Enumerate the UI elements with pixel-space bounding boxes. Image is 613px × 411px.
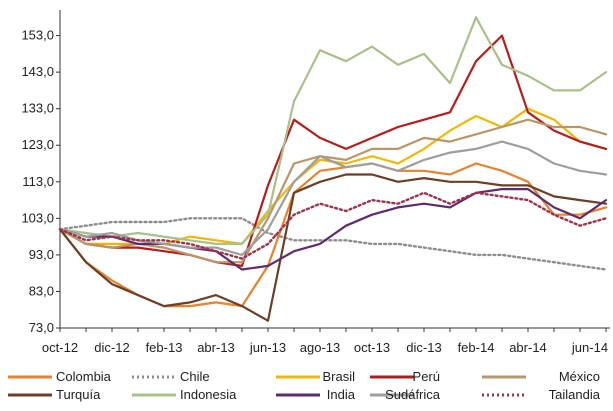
y-tick-label: 153,0: [21, 28, 54, 43]
legend-label: Indonesia: [180, 387, 237, 402]
series-line-india: [58, 188, 608, 271]
x-tick-label: feb-14: [458, 340, 495, 355]
x-tick-label: abr-13: [197, 340, 235, 355]
series-line-brasil: [58, 107, 608, 245]
series-lines: [58, 16, 608, 322]
x-tick-label: jun-13: [249, 340, 286, 355]
series-line-mexico: [58, 118, 608, 264]
legend-label: Sudáfrica: [385, 387, 441, 402]
legend-label: Brasil: [322, 369, 355, 384]
y-tick-label: 103,0: [21, 210, 54, 225]
series-line-peru: [58, 34, 608, 267]
legend: Colombia Chile Brasil Perú México Turquía Indo…: [8, 369, 601, 402]
y-tick-label: 143,0: [21, 64, 54, 79]
legend-label: Chile: [180, 369, 210, 384]
y-tick-label: 83,0: [29, 283, 54, 298]
y-tick-label: 123,0: [21, 137, 54, 152]
series-line-indonesia: [58, 16, 608, 245]
legend-label: Turquía: [56, 387, 101, 402]
x-tick-label: oct-13: [354, 340, 390, 355]
y-tick-label: 133,0: [21, 101, 54, 116]
series-line-chile: [58, 217, 608, 271]
x-tick-label: abr-14: [509, 340, 547, 355]
legend-label: Perú: [413, 369, 440, 384]
legend-label: Tailandia: [549, 387, 601, 402]
x-tick-label: dic-12: [94, 340, 129, 355]
legend-label: Colombia: [56, 369, 112, 384]
series-line-turquia: [58, 173, 608, 322]
x-tick-label: jun-14: [571, 340, 608, 355]
y-tick-label: 73,0: [29, 320, 54, 335]
y-tick-label: 93,0: [29, 247, 54, 262]
x-tick-label: ago-13: [300, 340, 340, 355]
legend-label: México: [559, 369, 600, 384]
axes: 73,0 83,0 93,0 103,0 113,0 123,0 133,0 143,0 153…: [21, 10, 610, 355]
x-tick-label: dic-13: [406, 340, 441, 355]
x-tick-label: oct-12: [42, 340, 78, 355]
series-line-sudafrica: [58, 140, 608, 256]
y-tick-label: 113,0: [22, 174, 54, 189]
series-line-tailandia: [58, 191, 608, 260]
x-tick-label: feb-13: [146, 340, 183, 355]
legend-label: India: [327, 387, 356, 402]
